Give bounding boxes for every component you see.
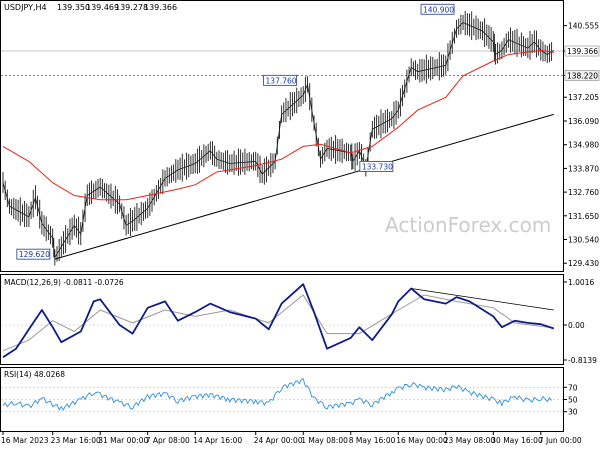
price-annotation-box	[359, 160, 394, 172]
x-tick-label: 7 Apr 08:00	[146, 436, 190, 445]
macd-tick-label: 0.00	[568, 321, 585, 330]
x-tick-label: 24 Apr 00:00	[254, 436, 303, 445]
x-tick-label: 30 May 16:00	[491, 436, 543, 445]
price-annotation-box	[263, 74, 297, 86]
price-tick-label: 133.870	[568, 164, 599, 173]
price-tick-label: 134.980	[568, 141, 599, 150]
price-tick-label: 136.090	[568, 117, 599, 126]
macd-panel-frame	[0, 274, 564, 365]
ema-line	[2, 49, 554, 201]
rsi-line	[2, 378, 552, 411]
price-panel-frame	[0, 0, 564, 272]
price-annotation-box	[420, 3, 455, 15]
price-annotation-label: 140.900	[423, 5, 454, 14]
watermark: ActionForex.com	[385, 213, 551, 237]
macd-signal-line	[2, 294, 554, 352]
support-price-label: 138.220	[567, 72, 598, 81]
macd-tick-label: 1.0016	[568, 278, 594, 287]
price-annotation-label: 137.760	[266, 76, 297, 85]
price-tick-label: 130.540	[568, 236, 599, 245]
axes-layer: 140.555 139.366 138.220 137.205 136.090 134.9…	[1, 22, 600, 445]
macd-tick-label: -0.8139	[568, 356, 597, 365]
ohlc-open: 139.350	[57, 3, 90, 12]
rsi-label: RSI(14) 48.0268	[4, 370, 65, 379]
x-tick-label: 23 May 08:00	[444, 436, 496, 445]
x-tick-label: 7 Jun 00:00	[539, 436, 582, 445]
price-tick-label: 132.760	[568, 188, 599, 197]
x-tick-label: 16 May 00:00	[396, 436, 448, 445]
ohlc-low: 139.278	[115, 3, 148, 12]
price-tick-label: 129.430	[568, 259, 599, 268]
x-tick-label: 23 Mar 16:00	[51, 436, 101, 445]
macd-divergence-line	[411, 288, 554, 311]
x-tick-label: 8 May 16:00	[349, 436, 396, 445]
rsi-tick-label: 70	[568, 383, 578, 392]
rsi-tick-label: 30	[568, 408, 578, 417]
price-tick-label: 140.555	[568, 22, 599, 31]
price-layer: 129.620 137.760 133.730 140.900	[2, 3, 555, 266]
price-tick-label: 137.205	[568, 93, 599, 102]
ohlc-close: 139.366	[144, 3, 177, 12]
price-tick-label: 131.650	[568, 212, 599, 221]
chart-title: USDJPY,H4	[4, 3, 47, 12]
x-tick-label: 14 Apr 16:00	[193, 436, 242, 445]
macd-label: MACD(12,26,9) -0.0811 -0.0726	[4, 278, 124, 287]
trendline	[54, 113, 554, 260]
price-annotation-label: 129.620	[19, 250, 50, 259]
current-price-label: 139.366	[567, 47, 598, 56]
rsi-layer	[2, 378, 552, 411]
price-annotation-box	[16, 248, 51, 260]
ohlc-high: 139.469	[86, 3, 119, 12]
macd-line	[2, 283, 555, 359]
price-close-line	[2, 22, 555, 259]
price-annotation-label: 133.730	[362, 162, 393, 171]
x-tick-label: 31 Mar 00:00	[98, 436, 148, 445]
support-price-box	[564, 70, 600, 81]
macd-layer	[2, 283, 555, 359]
rsi-tick-label: 50	[568, 396, 578, 405]
x-tick-label: 16 Mar 2023	[1, 436, 49, 445]
x-tick-label: 1 May 08:00	[301, 436, 348, 445]
current-price-box	[564, 45, 600, 57]
